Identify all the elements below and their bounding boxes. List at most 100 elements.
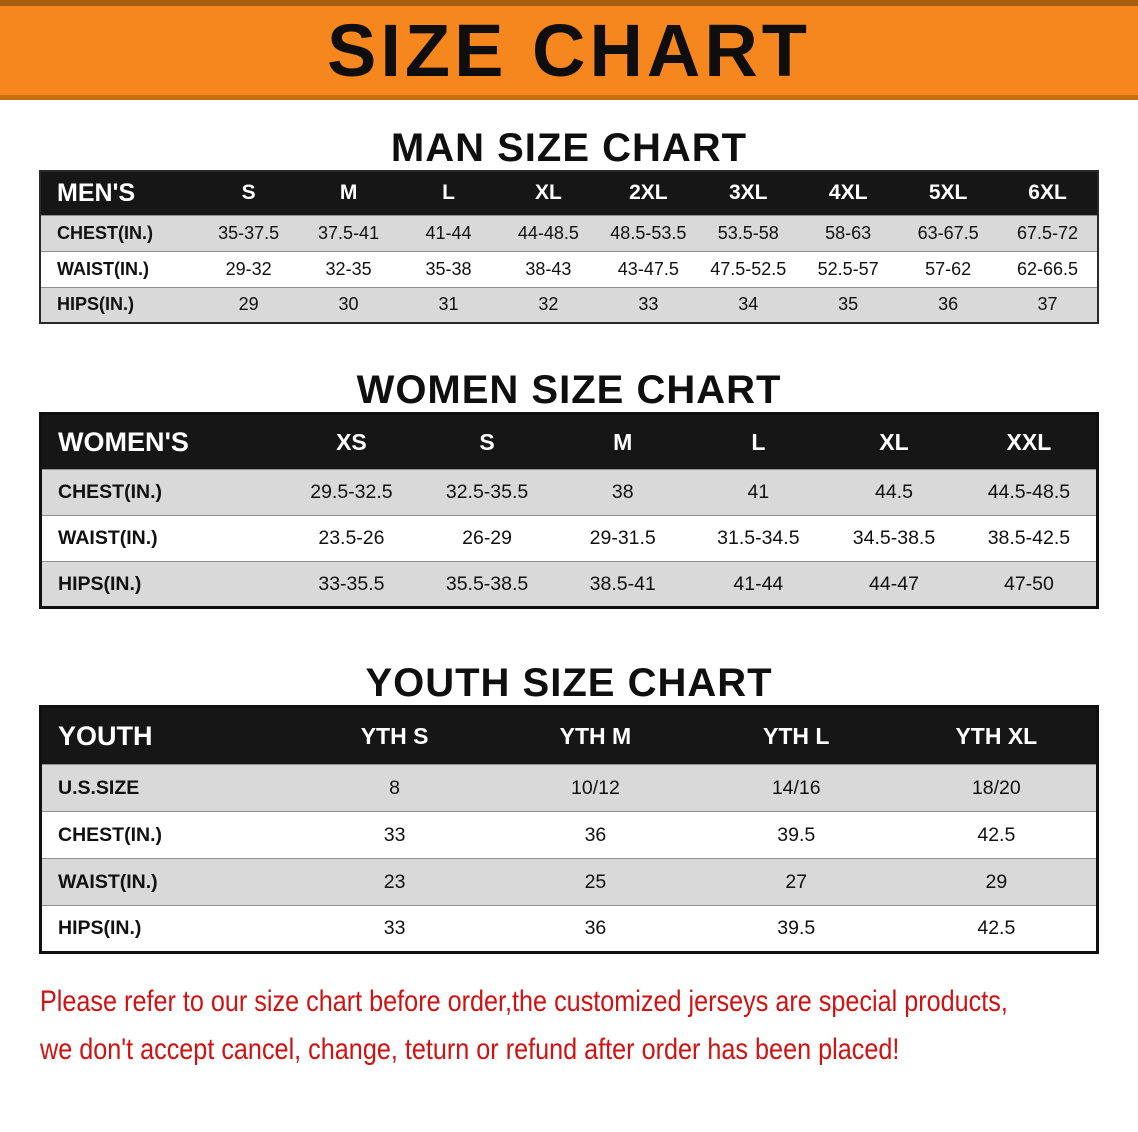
disclaimer-line-2: we don't accept cancel, change, teturn o…: [40, 1033, 900, 1066]
youth-size-table: YOUTH YTH S YTH M YTH L YTH XL U.S.SIZE 8 10/1…: [39, 705, 1099, 954]
size-column-header: S: [419, 413, 555, 470]
size-value-cell: 10/12: [495, 764, 696, 812]
size-value-cell: 31.5-34.5: [690, 515, 827, 562]
size-value-cell: 38-43: [498, 250, 599, 287]
size-value-cell: 57-62: [898, 250, 999, 287]
size-value-cell: 8: [294, 764, 495, 812]
row-label: HIPS(IN.): [40, 286, 199, 323]
size-value-cell: 42.5: [896, 811, 1098, 859]
size-value-cell: 32.5-35.5: [419, 469, 555, 516]
table-row: CHEST(IN.) 35-37.5 37.5-41 41-44 44-48.5 48.5…: [40, 214, 1098, 251]
size-column-header: XL: [826, 413, 962, 470]
size-value-cell: 36: [898, 286, 999, 323]
row-label: U.S.SIZE: [40, 764, 295, 812]
size-value-cell: 39.5: [695, 905, 897, 953]
mens-size-table: MEN'S S M L XL 2XL 3XL 4XL 5XL 6XL CHEST(IN.) 35-3…: [39, 170, 1099, 324]
size-value-cell: 36: [495, 811, 696, 859]
size-value-cell: 29: [198, 286, 299, 323]
size-value-cell: 39.5: [695, 811, 897, 859]
size-value-cell: 29.5-32.5: [283, 469, 420, 516]
size-value-cell: 43-47.5: [598, 250, 699, 287]
size-column-header: XL: [498, 171, 599, 215]
size-column-header: M: [298, 171, 399, 215]
size-value-cell: 48.5-53.5: [598, 214, 699, 251]
size-value-cell: 33: [294, 905, 495, 953]
size-value-cell: 47.5-52.5: [698, 250, 799, 287]
table-row: WAIST(IN.) 29-32 32-35 35-38 38-43 43-47.5 47.…: [40, 250, 1098, 287]
row-label: CHEST(IN.): [40, 469, 284, 516]
size-column-header: 3XL: [698, 171, 799, 215]
table-header-row: WOMEN'S XS S M L XL XXL: [40, 413, 1098, 470]
size-column-header: 5XL: [898, 171, 999, 215]
size-column-header: XS: [283, 413, 420, 470]
size-value-cell: 35: [798, 286, 899, 323]
size-column-header: YTH L: [695, 706, 897, 765]
size-value-cell: 37.5-41: [298, 214, 399, 251]
mens-section: MAN SIZE CHART MEN'S S M L XL 2XL 3XL 4XL 5XL 6XL…: [0, 126, 1138, 324]
row-label: WAIST(IN.): [40, 250, 199, 287]
size-column-header: YTH S: [294, 706, 495, 765]
size-value-cell: 14/16: [695, 764, 897, 812]
size-value-cell: 52.5-57: [798, 250, 899, 287]
table-row: HIPS(IN.) 33-35.5 35.5-38.5 38.5-41 41-44 44-…: [40, 561, 1098, 608]
size-column-header: S: [198, 171, 299, 215]
size-value-cell: 37: [998, 286, 1098, 323]
table-corner-label: YOUTH: [40, 706, 295, 765]
disclaimer-line-1: Please refer to our size chart before or…: [40, 985, 1008, 1018]
size-value-cell: 38.5-41: [554, 561, 691, 608]
table-row: U.S.SIZE 8 10/12 14/16 18/20: [40, 764, 1098, 812]
size-column-header: YTH M: [495, 706, 696, 765]
row-label: WAIST(IN.): [40, 515, 284, 562]
row-label: HIPS(IN.): [40, 905, 295, 953]
size-value-cell: 41: [690, 469, 827, 516]
size-value-cell: 44-48.5: [498, 214, 599, 251]
table-row: HIPS(IN.) 29 30 31 32 33 34 35 36 37: [40, 286, 1098, 323]
size-value-cell: 31: [398, 286, 499, 323]
size-value-cell: 30: [298, 286, 399, 323]
size-chart-banner: SIZE CHART: [0, 0, 1138, 100]
size-column-header: L: [398, 171, 499, 215]
womens-table-header: WOMEN'S XS S M L XL XXL: [40, 413, 1098, 470]
size-value-cell: 38.5-42.5: [961, 515, 1098, 562]
size-value-cell: 34: [698, 286, 799, 323]
size-column-header: 4XL: [798, 171, 899, 215]
size-value-cell: 41-44: [398, 214, 499, 251]
size-value-cell: 44-47: [826, 561, 962, 608]
size-value-cell: 33: [294, 811, 495, 859]
row-label: WAIST(IN.): [40, 858, 295, 906]
womens-size-table: WOMEN'S XS S M L XL XXL CHEST(IN.) 29.5-32.5 32.…: [39, 412, 1099, 609]
size-value-cell: 62-66.5: [998, 250, 1098, 287]
table-row: CHEST(IN.) 29.5-32.5 32.5-35.5 38 41 44.5 44.5…: [40, 469, 1098, 516]
size-value-cell: 23: [294, 858, 495, 906]
table-row: CHEST(IN.) 33 36 39.5 42.5: [40, 811, 1098, 859]
womens-table-body: CHEST(IN.) 29.5-32.5 32.5-35.5 38 41 44.5 44.5…: [40, 469, 1098, 608]
disclaimer-note: Please refer to our size chart before or…: [0, 978, 1138, 1074]
size-value-cell: 33-35.5: [283, 561, 420, 608]
banner-title: SIZE CHART: [327, 8, 811, 92]
size-column-header: 2XL: [598, 171, 699, 215]
size-value-cell: 27: [695, 858, 897, 906]
size-value-cell: 44.5-48.5: [961, 469, 1098, 516]
youth-table-body: U.S.SIZE 8 10/12 14/16 18/20 CHEST(IN.) 33 36 39…: [40, 764, 1098, 953]
mens-section-heading: MAN SIZE CHART: [390, 126, 748, 170]
size-column-header: 6XL: [998, 171, 1098, 215]
table-corner-label: MEN'S: [40, 171, 199, 215]
size-value-cell: 47-50: [961, 561, 1098, 608]
size-value-cell: 38: [554, 469, 691, 516]
size-value-cell: 32: [498, 286, 599, 323]
size-value-cell: 29-32: [198, 250, 299, 287]
table-header-row: MEN'S S M L XL 2XL 3XL 4XL 5XL 6XL: [40, 171, 1098, 215]
size-value-cell: 35-37.5: [198, 214, 299, 251]
size-column-header: YTH XL: [896, 706, 1098, 765]
table-row: WAIST(IN.) 23.5-26 26-29 29-31.5 31.5-34.5 34…: [40, 515, 1098, 562]
size-value-cell: 33: [598, 286, 699, 323]
size-value-cell: 34.5-38.5: [826, 515, 962, 562]
youth-section-heading: YOUTH SIZE CHART: [365, 661, 773, 705]
table-header-row: YOUTH YTH S YTH M YTH L YTH XL: [40, 706, 1098, 765]
mens-table-header: MEN'S S M L XL 2XL 3XL 4XL 5XL 6XL: [40, 171, 1098, 215]
size-value-cell: 42.5: [896, 905, 1098, 953]
size-value-cell: 26-29: [419, 515, 555, 562]
size-value-cell: 35-38: [398, 250, 499, 287]
row-label: HIPS(IN.): [40, 561, 284, 608]
size-value-cell: 25: [495, 858, 696, 906]
